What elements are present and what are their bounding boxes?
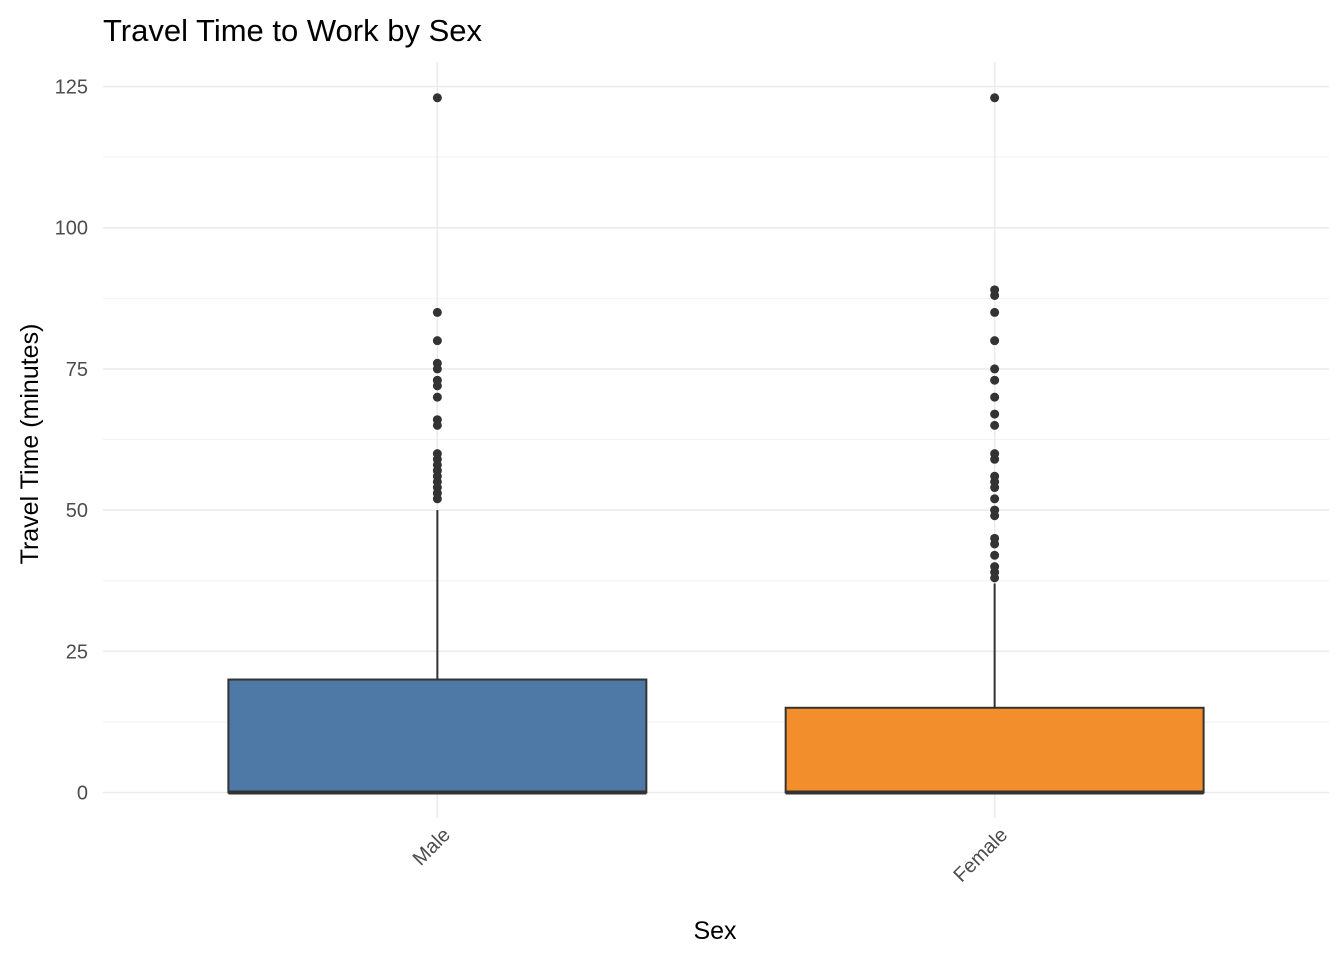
outlier-point <box>432 307 442 317</box>
x-axis-title: Sex <box>693 917 737 945</box>
y-axis-title: Travel Time (minutes) <box>16 324 44 565</box>
y-tick-label: 125 <box>55 77 88 99</box>
box-iqr <box>784 706 1205 794</box>
outlier-point <box>990 285 1000 295</box>
outlier-point <box>432 375 442 385</box>
box-iqr <box>227 678 648 794</box>
outlier-point <box>990 562 1000 572</box>
outlier-point <box>432 93 442 103</box>
outlier-point <box>990 420 1000 430</box>
y-tick-label: 100 <box>55 218 88 240</box>
outlier-point <box>990 550 1000 560</box>
x-axis-ticks: Male Female <box>409 824 1012 887</box>
outlier-point <box>432 392 442 402</box>
outlier-point <box>432 415 442 425</box>
outlier-point <box>990 449 1000 459</box>
box-group-male <box>227 93 648 795</box>
outlier-point <box>990 392 1000 402</box>
outlier-point <box>990 336 1000 346</box>
outlier-point <box>990 505 1000 515</box>
outlier-point <box>432 336 442 346</box>
outlier-point <box>990 93 1000 103</box>
x-tick-label: Female <box>949 824 1012 887</box>
y-tick-label: 0 <box>77 783 88 805</box>
outlier-point <box>990 375 1000 385</box>
outlier-point <box>990 533 1000 543</box>
y-axis-ticks: 0 25 50 75 100 125 <box>55 77 88 805</box>
outlier-point <box>432 449 442 459</box>
y-tick-label: 75 <box>66 359 88 381</box>
y-tick-label: 50 <box>66 500 88 522</box>
outlier-point <box>990 409 1000 419</box>
outlier-point <box>432 358 442 368</box>
chart-title: Travel Time to Work by Sex <box>103 13 482 48</box>
outlier-point <box>990 471 1000 481</box>
y-tick-label: 25 <box>66 641 88 663</box>
x-tick-label: Male <box>409 824 455 870</box>
box-group-female <box>784 93 1205 795</box>
box-layer <box>227 93 1205 795</box>
outlier-point <box>990 494 1000 504</box>
outlier-point <box>990 364 1000 374</box>
outlier-point <box>990 307 1000 317</box>
